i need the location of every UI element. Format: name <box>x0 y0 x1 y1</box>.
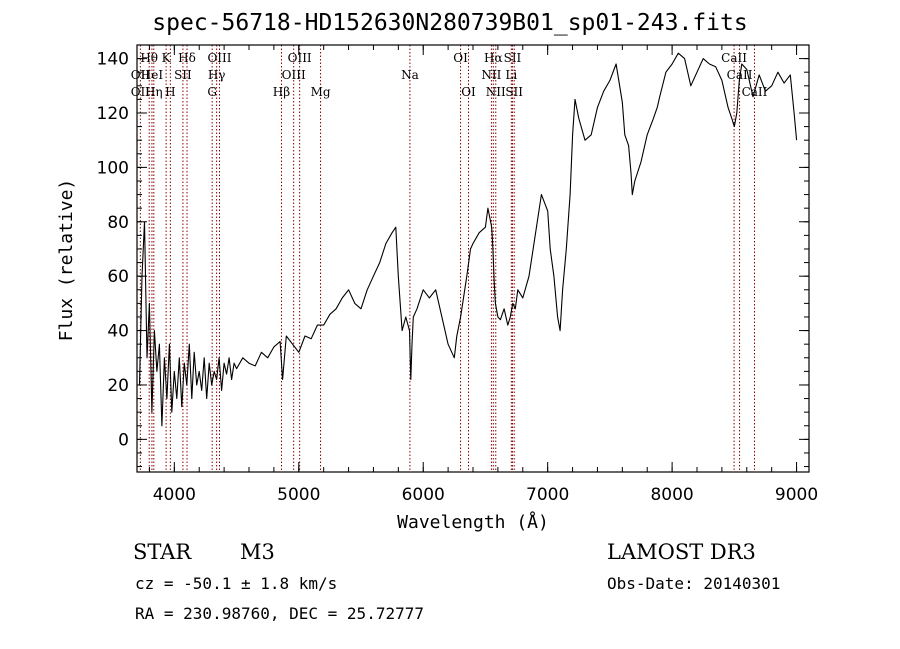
line-label: H <box>165 85 175 99</box>
y-tick-label: 120 <box>97 104 129 124</box>
line-label: Hδ <box>178 51 196 65</box>
y-tick-label: 100 <box>97 158 129 178</box>
plot-frame <box>136 44 810 473</box>
x-tick-label: 4000 <box>153 485 196 505</box>
y-tick-label: 140 <box>97 50 129 70</box>
line-label: NII <box>486 85 506 99</box>
observation-date: Obs-Date: 20140301 <box>607 574 781 593</box>
y-tick-label: 20 <box>107 376 129 396</box>
line-label: Na <box>401 68 419 82</box>
flux-line <box>138 52 798 427</box>
line-label: OII <box>131 68 151 82</box>
redshift-velocity: cz = -50.1 ± 1.8 km/s <box>135 574 338 593</box>
line-label: Hγ <box>208 68 226 82</box>
y-tick-label: 60 <box>107 267 129 287</box>
x-tick-label: 5000 <box>277 485 320 505</box>
line-label: OI <box>453 51 468 65</box>
line-label: OIII <box>288 51 312 65</box>
line-label: HeI <box>141 68 164 82</box>
chart-title: spec-56718-HD152630N280739B01_sp01-243.f… <box>152 10 748 36</box>
line-label: G <box>207 85 217 99</box>
object-class: STAR <box>133 540 192 564</box>
x-tick-label: 6000 <box>402 485 445 505</box>
line-label: OIII <box>282 68 306 82</box>
y-tick-label: 40 <box>107 322 129 342</box>
x-tick-label: 7000 <box>526 485 569 505</box>
line-label: Li <box>505 68 517 82</box>
line-label: SII <box>505 85 523 99</box>
y-tick-label: 0 <box>118 430 129 450</box>
line-label: OII <box>131 85 151 99</box>
line-label: CaII <box>721 51 747 65</box>
emission-line-markers <box>139 45 755 472</box>
line-label: Hβ <box>273 85 290 99</box>
line-label: OIII <box>207 51 231 65</box>
flux-series <box>138 52 798 427</box>
x-tick-label: 8000 <box>650 485 693 505</box>
line-label: Mg <box>311 85 331 99</box>
line-label: SII <box>174 68 192 82</box>
line-label: Hα <box>484 51 503 65</box>
line-label: Hη <box>145 85 163 99</box>
line-label: OI <box>461 85 476 99</box>
line-label: CaII <box>727 68 753 82</box>
line-label: K <box>162 51 172 65</box>
axis-ticks: 4000 5000 6000 7000 8000 9000 0 20 40 60 80 100 120 1… <box>97 45 818 505</box>
line-label: Hθ <box>140 51 158 65</box>
y-tick-label: 80 <box>107 213 129 233</box>
survey-name: LAMOST DR3 <box>607 540 756 564</box>
line-label: CaII <box>742 85 768 99</box>
object-subclass: M3 <box>240 540 275 564</box>
line-label: SII <box>504 51 522 65</box>
y-axis-label: Flux (relative) <box>56 179 77 342</box>
coordinates: RA = 230.98760, DEC = 25.72777 <box>135 604 424 623</box>
x-tick-label: 9000 <box>775 485 818 505</box>
line-label: NII <box>481 68 501 82</box>
x-axis-label: Wavelength (Å) <box>397 511 549 533</box>
